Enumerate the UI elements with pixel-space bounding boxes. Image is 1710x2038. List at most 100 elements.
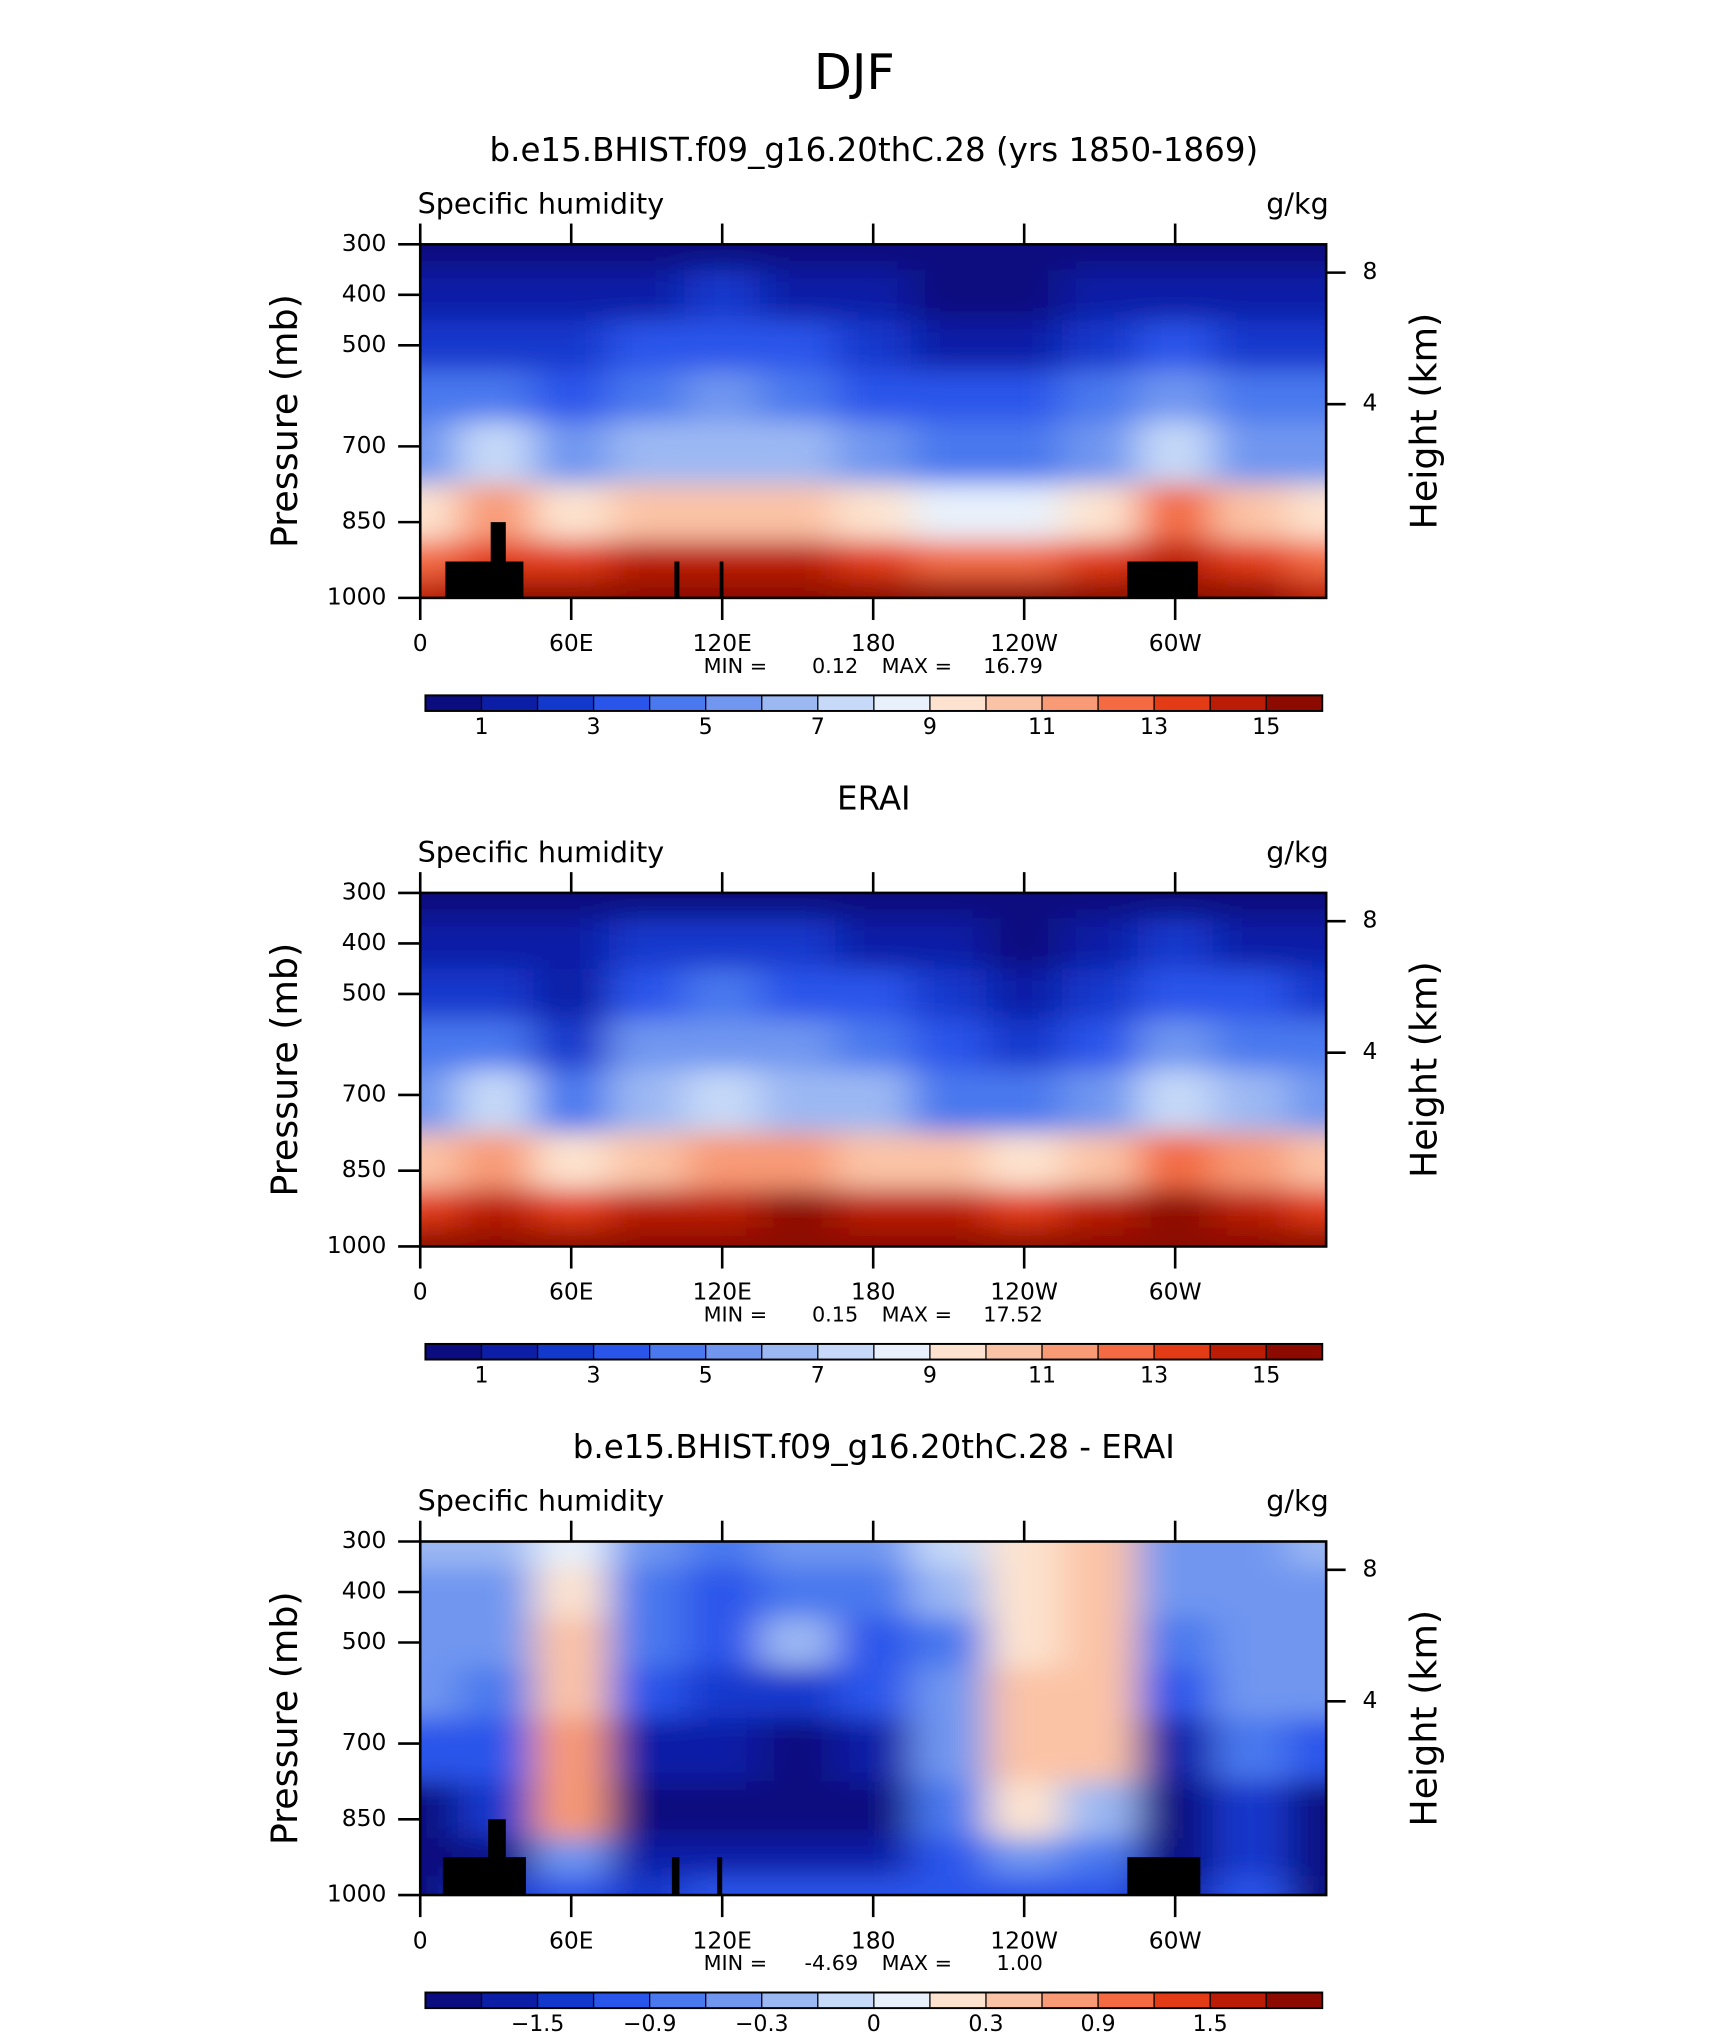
field-cell — [759, 1617, 837, 1669]
field-cell — [533, 918, 610, 970]
y-tick-label: 850 — [342, 1155, 387, 1183]
field-cell — [533, 1019, 610, 1071]
field-cell — [608, 370, 686, 422]
field-cell — [986, 1227, 1063, 1247]
terrain-mask — [442, 1857, 526, 1896]
field-cell — [1137, 484, 1214, 542]
field-cell — [684, 320, 761, 372]
field-cell — [608, 918, 686, 970]
field-cell — [1061, 1617, 1139, 1669]
field-cell — [759, 1541, 837, 1568]
field-cell — [608, 1617, 686, 1669]
field-cell — [608, 578, 686, 598]
field-cell — [759, 1019, 837, 1071]
y-tick-label: 500 — [342, 330, 387, 358]
field-cell — [910, 541, 988, 580]
field-cell — [533, 1566, 610, 1618]
field-cell — [1288, 1132, 1327, 1191]
field-cell — [1288, 1069, 1327, 1134]
field-cell — [910, 1019, 988, 1071]
field-cell — [608, 1069, 686, 1134]
y-axis-label: Pressure (mb) — [263, 943, 306, 1197]
field-cell — [420, 968, 459, 1020]
field-cell — [608, 1781, 686, 1839]
field-cell — [759, 1838, 837, 1877]
stat-value: 16.79 — [983, 654, 1042, 678]
y-tick-label: 700 — [342, 1728, 387, 1756]
field-cell — [986, 1189, 1063, 1229]
field-cell — [457, 1541, 535, 1568]
field-cell — [420, 1781, 459, 1839]
field-cell — [1061, 370, 1139, 422]
y-tick-label: 1000 — [327, 1231, 387, 1259]
field-cell — [759, 892, 837, 919]
y-tick-label: 1000 — [327, 582, 387, 610]
field-cell — [420, 1019, 459, 1071]
colorbar-box — [1098, 695, 1155, 711]
field-cell — [1061, 1667, 1139, 1719]
field-cell — [835, 1189, 912, 1229]
colorbar-box — [929, 1992, 987, 2009]
field-cell — [759, 370, 837, 422]
colorbar-box — [873, 1343, 931, 1360]
field — [420, 1541, 1327, 1896]
colorbar-label: 0.9 — [1080, 2011, 1115, 2037]
field-cell — [986, 1667, 1063, 1719]
field-cell — [910, 1838, 988, 1877]
field-cell — [608, 1541, 686, 1568]
field-cell — [1137, 1069, 1214, 1134]
stat-name: MAX = — [882, 1951, 952, 1975]
field-cell — [986, 578, 1063, 598]
field-cell — [684, 968, 761, 1020]
field-cell — [835, 541, 912, 580]
field-cell — [608, 1718, 686, 1783]
field-cell — [1212, 1781, 1290, 1839]
field-cell — [684, 1617, 761, 1669]
colorbar-label: 13 — [1140, 714, 1168, 740]
field-cell — [1061, 1019, 1139, 1071]
field-cell — [533, 892, 610, 919]
colorbar-box — [537, 1343, 594, 1360]
field-cell — [608, 269, 686, 321]
field-cell — [420, 918, 459, 970]
field-cell — [986, 244, 1063, 271]
field-cell — [1061, 1781, 1139, 1839]
x-tick-label: 120W — [990, 1926, 1058, 1954]
colorbar-frame — [424, 1342, 1324, 1361]
colorbar-label: −0.3 — [735, 2011, 789, 2037]
field-cell — [759, 1132, 837, 1191]
field-cell — [759, 421, 837, 485]
colorbar-box — [1154, 1343, 1211, 1360]
stat-value: -4.69 — [804, 1951, 858, 1975]
field-cell — [1212, 320, 1290, 372]
colorbar-frame — [424, 694, 1324, 712]
y2-tick-label: 8 — [1363, 257, 1378, 285]
field-cell — [608, 244, 686, 271]
field-cell — [835, 1718, 912, 1783]
field-cell — [835, 269, 912, 321]
field-cell — [986, 892, 1063, 919]
field-cell — [684, 484, 761, 542]
field-cell — [1061, 1566, 1139, 1618]
field-cell — [420, 541, 459, 580]
field-cell — [684, 918, 761, 970]
field-cell — [457, 1069, 535, 1134]
field-cell — [1061, 1132, 1139, 1191]
field-cell — [684, 1132, 761, 1191]
field-cell — [1212, 1838, 1290, 1877]
field-cell — [457, 1667, 535, 1719]
field-cell — [533, 421, 610, 485]
colorbar-box — [537, 1992, 594, 2009]
x-tick-label: 60W — [1149, 1278, 1202, 1306]
colorbar-label: 9 — [923, 714, 937, 740]
stat-name: MIN = — [704, 1302, 768, 1326]
field-cell — [759, 1876, 837, 1896]
field-cell — [986, 918, 1063, 970]
x-tick-label: 120W — [990, 629, 1058, 657]
field-cell — [457, 1617, 535, 1669]
field-cell — [420, 1667, 459, 1719]
colorbar-box — [817, 1992, 875, 2009]
field-cell — [759, 269, 837, 321]
field-cell — [759, 484, 837, 542]
field-cell — [1288, 421, 1327, 485]
